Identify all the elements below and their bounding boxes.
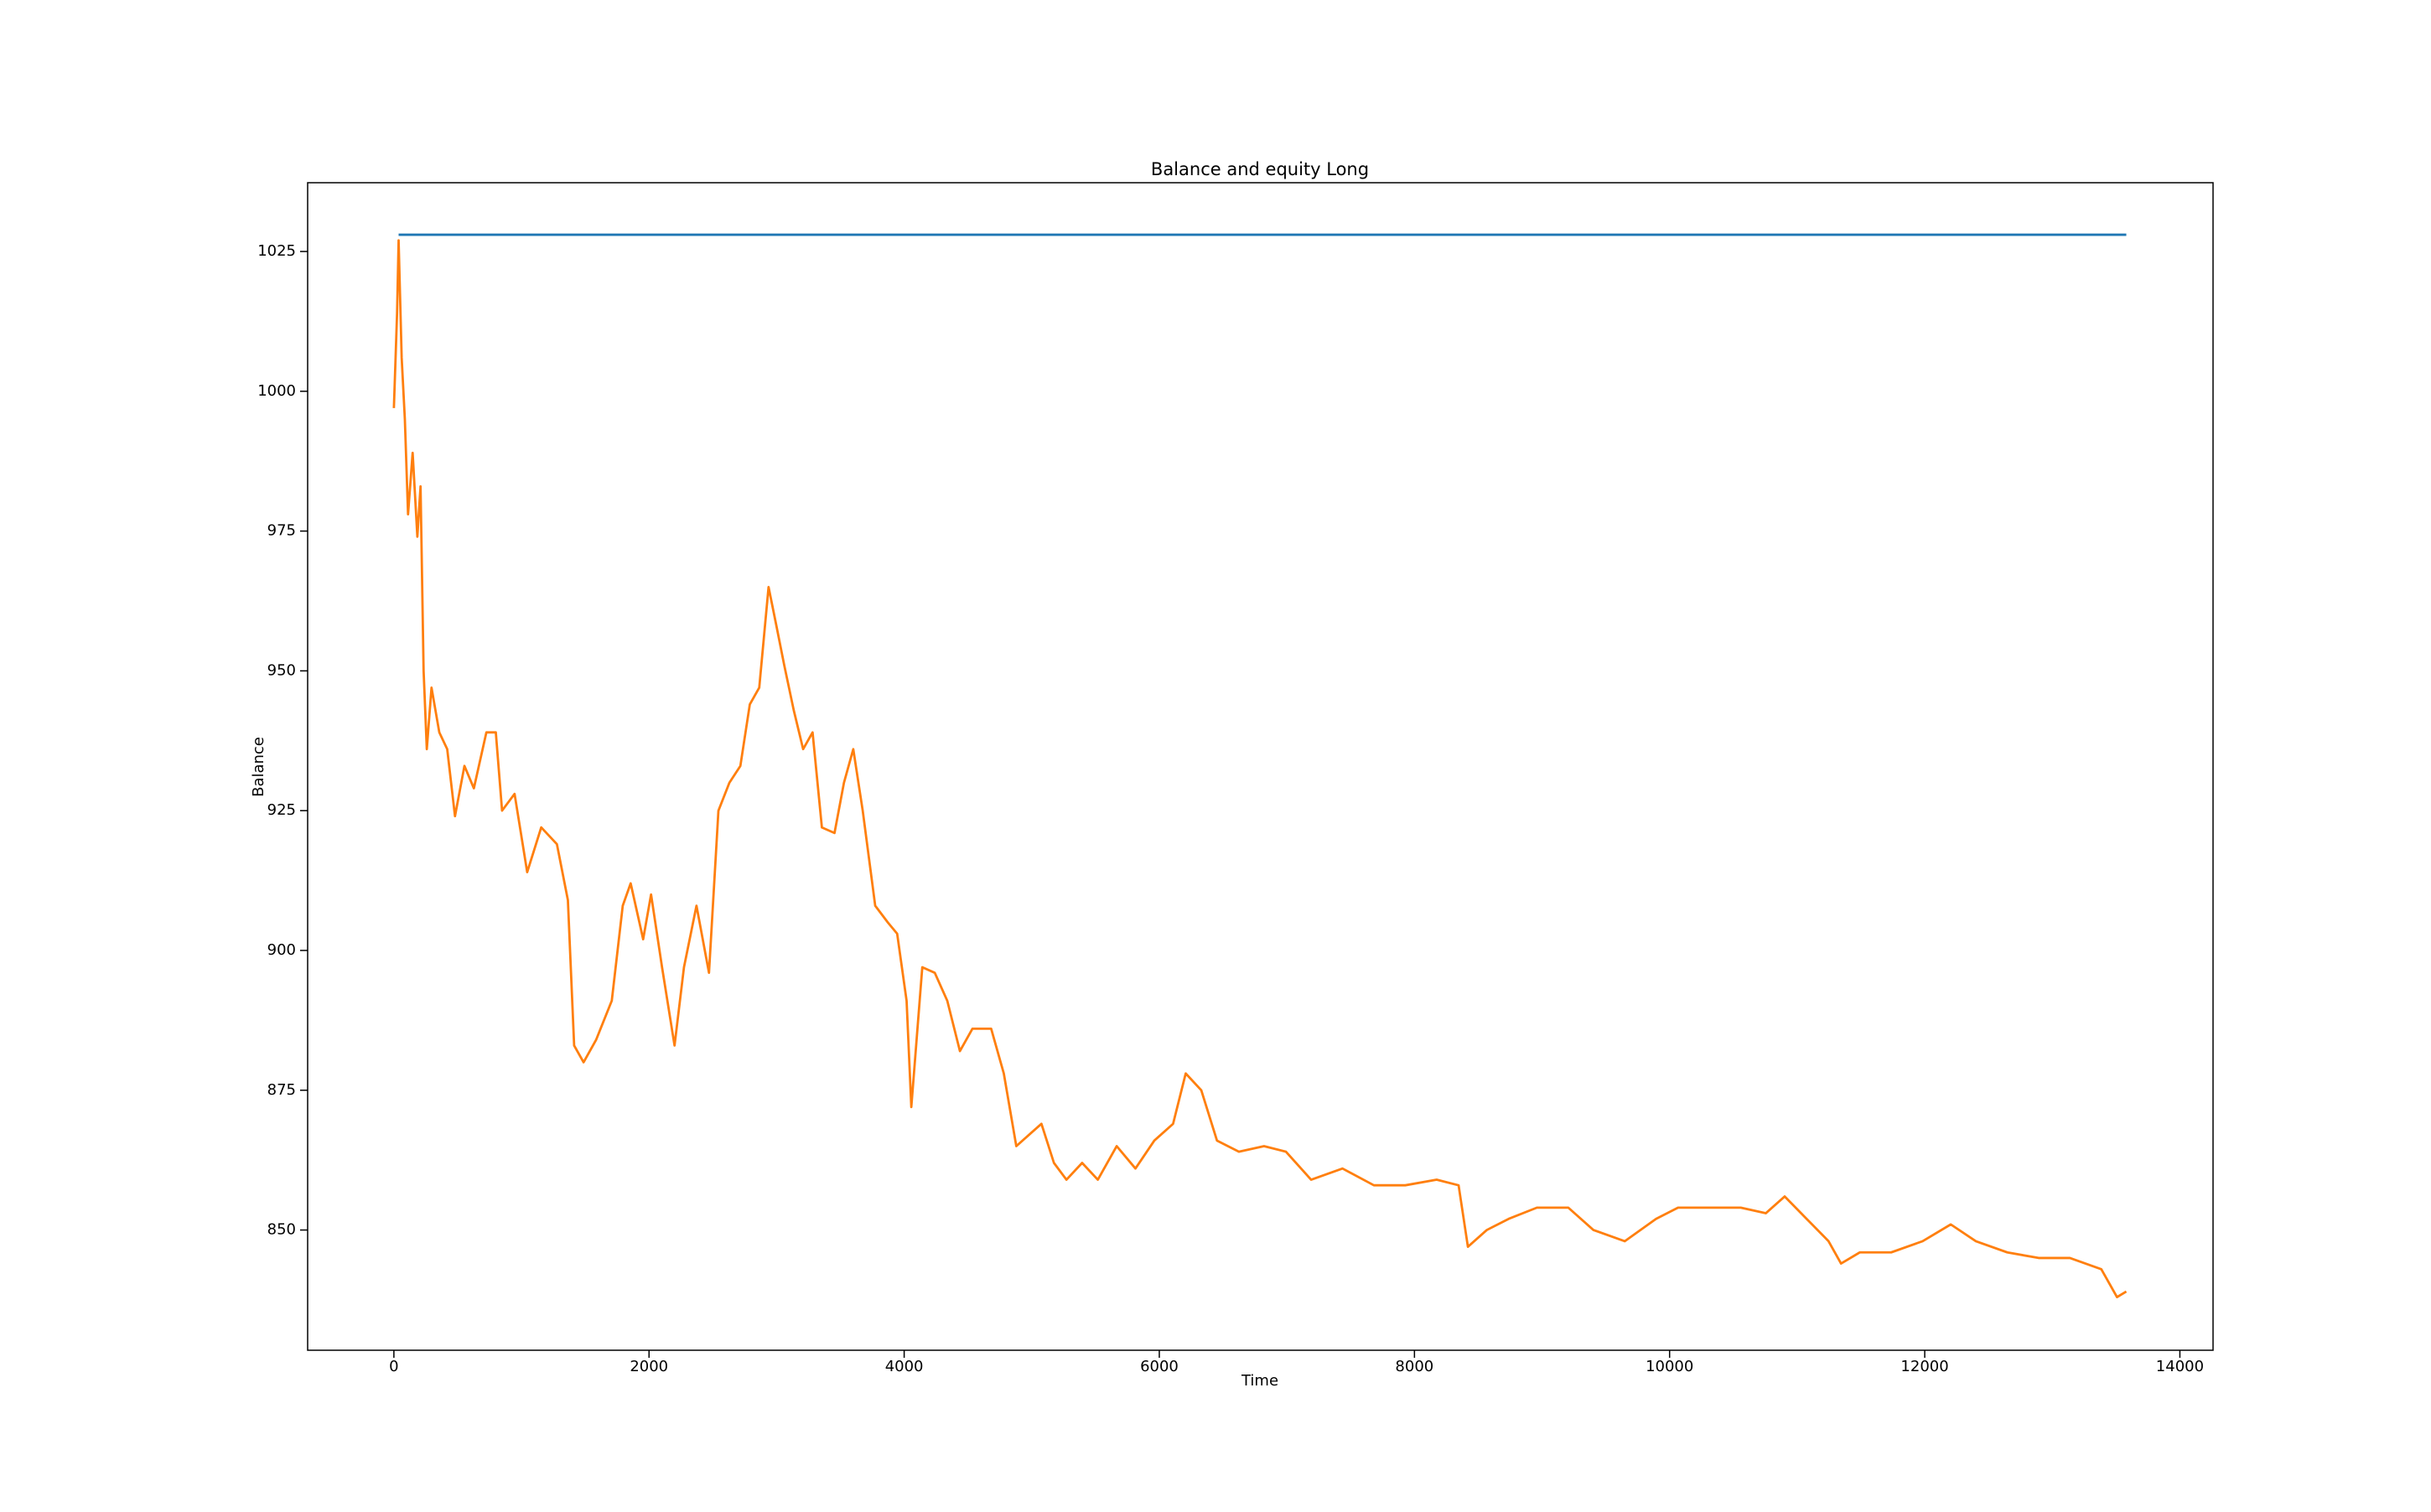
x-tick-label: 0 <box>389 1358 398 1375</box>
y-axis-label: Balance <box>250 737 267 797</box>
y-tick-label: 975 <box>267 522 296 540</box>
y-tick-label: 875 <box>267 1081 296 1099</box>
y-tick-label: 1025 <box>257 242 296 260</box>
x-tick-label: 14000 <box>2156 1358 2204 1375</box>
y-tick-label: 925 <box>267 801 296 819</box>
series-line <box>392 239 2128 1299</box>
x-tick-label: 12000 <box>1900 1358 1948 1375</box>
x-tick-label: 8000 <box>1395 1358 1433 1375</box>
x-axis-label: Time <box>1241 1372 1278 1390</box>
axes-frame <box>307 182 2214 1351</box>
x-tick-label: 10000 <box>1646 1358 1693 1375</box>
y-tick-label: 950 <box>267 661 296 679</box>
y-tick-label: 850 <box>267 1221 296 1239</box>
x-tick-label: 6000 <box>1140 1358 1179 1375</box>
x-tick-label: 4000 <box>885 1358 924 1375</box>
y-tick-label: 900 <box>267 941 296 959</box>
plot-area <box>392 233 2128 1299</box>
y-tick-label: 1000 <box>257 382 296 400</box>
chart-title: Balance and equity Long <box>1151 159 1369 179</box>
x-tick-label: 2000 <box>630 1358 668 1375</box>
